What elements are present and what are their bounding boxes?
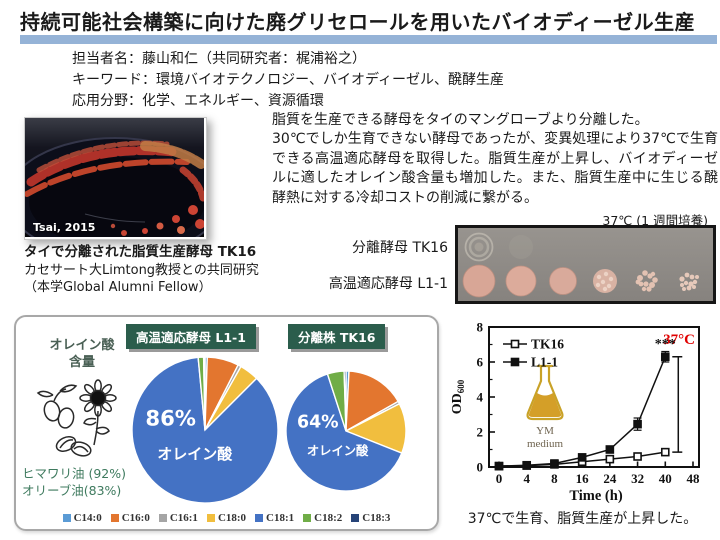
svg-text:40: 40 bbox=[659, 471, 672, 486]
legend-swatch bbox=[158, 514, 167, 522]
summary-paragraph: 脂質を生産できる酵母をタイのマングローブより分離した。 30℃でしか生育できない… bbox=[272, 111, 718, 208]
growth-caption: 37℃で生育、脂質生産が上昇した。 bbox=[467, 511, 698, 527]
temperature-label: 37°C bbox=[663, 332, 695, 348]
legend-swatch bbox=[255, 514, 264, 522]
meta-author: 担当者名：藤山和仁（共同研究者：梶浦裕之） bbox=[72, 51, 366, 67]
pie-oleic-label: オレイン酸 bbox=[307, 443, 369, 458]
svg-text:4: 4 bbox=[477, 390, 484, 405]
significance-stars: *** bbox=[655, 337, 676, 352]
legend-item-C16:1: C16:1 bbox=[158, 512, 198, 524]
assay-condition-label: 37℃ (1 週間培養) bbox=[602, 213, 708, 228]
svg-text:24: 24 bbox=[603, 471, 617, 486]
sunflower-oil-ref: ヒマワリ油 (92%) bbox=[22, 466, 127, 481]
pie-chart-tk16: 64% オレイン酸 bbox=[285, 370, 407, 492]
legend-swatch bbox=[206, 514, 215, 522]
svg-text:48: 48 bbox=[687, 471, 701, 486]
legend-item-C18:0: C18:0 bbox=[206, 512, 246, 524]
petri-dish-photo: Tsai, 2015 bbox=[24, 117, 207, 240]
pie-header-tk16: 分離株 TK16 bbox=[288, 324, 386, 349]
photo-credit: Tsai, 2015 bbox=[33, 221, 96, 234]
oleic-content-label: オレイン酸 含量 bbox=[49, 338, 115, 370]
strain-caption-collab: カセサート大Limtong教授との共同研究 bbox=[24, 262, 259, 278]
legend-swatch bbox=[110, 514, 119, 522]
olives-icon bbox=[36, 384, 78, 429]
legend-item-C16:0: C16:0 bbox=[110, 512, 150, 524]
svg-text:L1-1: L1-1 bbox=[531, 355, 558, 370]
pie-oleic-label: オレイン酸 bbox=[157, 445, 233, 463]
pie-slice-C18:3 bbox=[202, 356, 206, 431]
svg-text:0: 0 bbox=[477, 460, 484, 475]
flask-label-medium: medium bbox=[527, 438, 563, 450]
significance-bracket bbox=[672, 356, 683, 453]
page-title: 持続可能社会構築に向けた廃グリセロールを用いたバイオディーゼル生産 bbox=[20, 10, 696, 34]
svg-text:16: 16 bbox=[576, 471, 590, 486]
meta-keywords: キーワード：環境バイオテクノロジー、バイオディーゼル、醗酵生産 bbox=[72, 72, 505, 88]
strain-caption: タイで分離された脂質生産酵母 TK16 カセサート大Limtong教授との共同研… bbox=[24, 244, 259, 297]
reference-oils: ヒマワリ油 (92%) オリーブ油(83%) bbox=[22, 465, 158, 499]
legend-swatch bbox=[303, 514, 312, 522]
svg-text:8: 8 bbox=[477, 320, 484, 335]
svg-text:8: 8 bbox=[551, 471, 558, 486]
svg-text:32: 32 bbox=[631, 471, 644, 486]
assay-row-l1-1-colonies bbox=[462, 264, 699, 298]
pie-slice-C16:0 bbox=[345, 370, 400, 433]
sunflower-olive-icon bbox=[36, 379, 117, 457]
legend-swatch bbox=[62, 514, 71, 522]
legend-item-C14:0: C14:0 bbox=[62, 512, 102, 524]
olive-oil-ref: オリーブ油(83%) bbox=[22, 483, 122, 498]
assay-row-tk16-colonies bbox=[464, 232, 533, 262]
summary-sentence-1: 脂質を生産できる酵母をタイのマングローブより分離した。 bbox=[272, 112, 649, 128]
pie-pct-label: 86% bbox=[145, 406, 196, 431]
svg-text:6: 6 bbox=[477, 355, 484, 370]
legend-item-C18:2: C18:2 bbox=[303, 512, 342, 524]
pie-slice-C18:3 bbox=[343, 370, 347, 432]
svg-text:2: 2 bbox=[477, 425, 484, 440]
flask-label-ym: YM bbox=[536, 425, 554, 437]
svg-text:TK16: TK16 bbox=[531, 337, 564, 352]
assay-row-label-tk16: 分離酵母 TK16 bbox=[352, 240, 448, 256]
meta-block: 担当者名：藤山和仁（共同研究者：梶浦裕之） キーワード：環境バイオテクノロジー、… bbox=[72, 49, 504, 112]
strain-caption-title: タイで分離された脂質生産酵母 TK16 bbox=[24, 244, 257, 260]
strain-caption-fellow: （本学Global Alumni Fellow） bbox=[24, 280, 212, 295]
x-axis-label: Time (h) bbox=[569, 488, 622, 504]
pie-slice-C18:1 bbox=[131, 356, 279, 504]
pie-pct-label: 64% bbox=[297, 412, 339, 432]
assay-row-label-l1-1: 高温適応酵母 L1-1 bbox=[328, 276, 448, 292]
svg-text:0: 0 bbox=[496, 471, 503, 486]
chart-legend: TK16 L1-1 bbox=[503, 337, 564, 370]
legend-swatch bbox=[351, 514, 360, 522]
legend-item-C18:3: C18:3 bbox=[351, 512, 390, 524]
pie-slice-C18:1 bbox=[285, 373, 403, 492]
petri-dish-art bbox=[25, 118, 204, 237]
y-axis-label: OD600 bbox=[450, 379, 466, 414]
seeds-icon bbox=[55, 436, 92, 457]
spot-assay-photo bbox=[455, 225, 716, 304]
series-L1-1 bbox=[494, 350, 670, 471]
meta-fields: 応用分野：化学、エネルギー、資源循環 bbox=[72, 93, 324, 109]
summary-sentence-2: 30℃でしか生育できない酵母であったが、変異処理により37℃で生育できる高温適応… bbox=[272, 131, 718, 206]
title-accent-bar bbox=[20, 35, 717, 44]
sunflower-icon bbox=[79, 379, 117, 446]
fatty-acid-legend: C14:0 C16:0 C16:1 C18:0 C18:1 C18:2 C18:3 bbox=[16, 512, 437, 524]
pie-chart-l1-1: 86% オレイン酸 bbox=[131, 356, 279, 504]
legend-item-C18:1: C18:1 bbox=[255, 512, 294, 524]
svg-text:4: 4 bbox=[523, 471, 530, 486]
fatty-acid-panel: オレイン酸 含量 bbox=[14, 315, 439, 531]
pie-header-l1-1: 高温適応酵母 L1-1 bbox=[126, 324, 256, 349]
